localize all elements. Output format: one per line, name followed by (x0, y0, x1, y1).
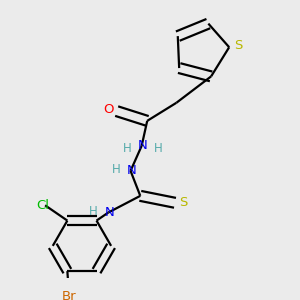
Text: Br: Br (61, 290, 76, 300)
Text: S: S (179, 196, 188, 209)
Text: N: N (138, 139, 148, 152)
Text: O: O (103, 103, 114, 116)
Text: H: H (112, 163, 121, 176)
Text: N: N (127, 164, 137, 177)
Text: N: N (105, 206, 115, 219)
Text: H: H (153, 142, 162, 155)
Text: Cl: Cl (36, 199, 49, 212)
Text: H: H (123, 142, 132, 155)
Text: H: H (89, 205, 98, 218)
Text: S: S (234, 39, 242, 52)
